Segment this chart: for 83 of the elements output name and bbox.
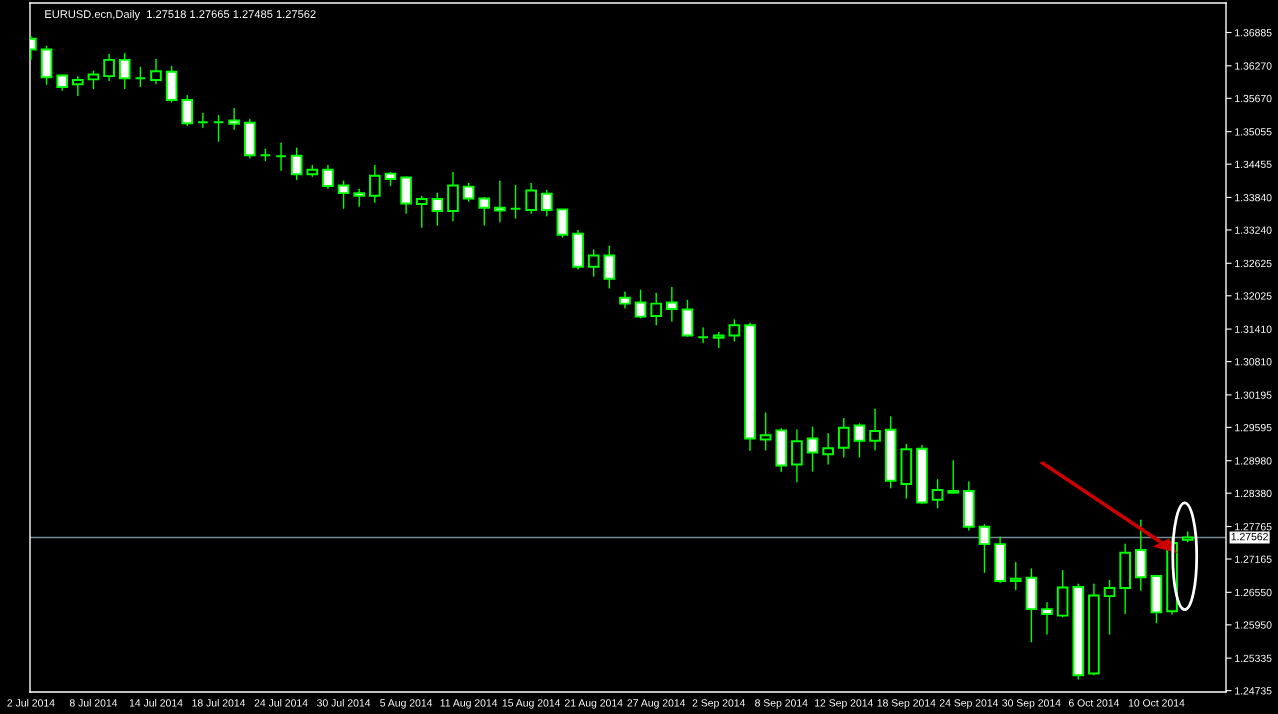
candlestick	[290, 147, 303, 181]
candlestick	[728, 319, 741, 342]
x-tick-label: 2 Jul 2014	[7, 698, 55, 707]
candlestick	[603, 245, 616, 289]
candlestick	[134, 66, 147, 88]
candlestick	[494, 180, 506, 223]
x-tick-label: 15 Aug 2014	[502, 699, 561, 709]
candlestick	[697, 327, 709, 344]
x-tick-label: 6 Oct 2014	[1068, 699, 1120, 707]
y-tick-label: 1.32625	[1235, 259, 1272, 268]
candlestick	[369, 164, 381, 204]
candlestick	[103, 53, 115, 82]
y-tick-label: 1.35055	[1235, 128, 1272, 136]
candlestick	[525, 182, 537, 214]
y-tick-label: 1.27165	[1235, 555, 1272, 563]
x-tick-label: 11 Aug 2014	[440, 699, 498, 709]
candlestick	[212, 114, 225, 142]
candlestick	[540, 189, 553, 217]
candlestick	[806, 426, 819, 472]
x-tick-label: 10 Oct 2014	[1128, 699, 1185, 707]
candlestick	[837, 417, 850, 458]
x-tick-label: 12 Sep 2014	[815, 699, 874, 709]
y-tick-label: 1.27765	[1235, 523, 1272, 531]
candlestick	[275, 142, 287, 172]
y-tick-label: 1.36270	[1235, 62, 1272, 70]
y-tick-label: 1.33840	[1235, 193, 1272, 202]
candlestick	[1009, 561, 1022, 591]
candlestick	[853, 423, 866, 458]
candlestick	[791, 429, 803, 483]
x-tick-label: 27 Aug 2014	[627, 699, 686, 709]
candlestick	[634, 289, 647, 319]
y-tick-label: 1.36885	[1235, 29, 1272, 37]
candlestick	[181, 94, 194, 127]
y-tick-label: 1.35670	[1235, 94, 1272, 103]
candlestick	[759, 412, 772, 451]
y-tick-label: 1.26550	[1235, 588, 1272, 597]
candlestick	[478, 196, 491, 226]
candlestick	[587, 249, 600, 277]
candlestick	[666, 286, 678, 322]
candlestick	[72, 75, 84, 97]
candlestick	[822, 432, 834, 465]
y-tick-label: 1.25335	[1235, 654, 1272, 663]
x-tick-label: 30 Jul 2014	[317, 698, 371, 707]
y-tick-label: 1.28980	[1235, 457, 1272, 465]
y-tick-label: 1.30195	[1235, 391, 1272, 399]
y-tick-label: 1.25950	[1235, 621, 1272, 629]
candlestick	[118, 52, 131, 90]
x-tick-label: 8 Jul 2014	[69, 698, 118, 707]
candlestick	[869, 408, 881, 451]
candlestick	[978, 523, 991, 573]
candlestick	[150, 58, 162, 85]
y-tick-label: 1.24735	[1235, 687, 1272, 695]
y-tick-label: 1.32025	[1235, 292, 1272, 300]
candlestick	[228, 107, 240, 130]
candlestick	[1103, 579, 1116, 635]
y-tick-label: 1.34455	[1235, 160, 1272, 169]
y-tick-label: 1.31410	[1235, 325, 1272, 333]
x-tick-label: 24 Sep 2014	[939, 699, 999, 709]
x-tick-label: 18 Sep 2014	[877, 699, 936, 709]
candlestick	[1041, 601, 1053, 635]
candlestick	[197, 112, 209, 129]
x-tick-label: 21 Aug 2014	[564, 699, 623, 709]
candlestick	[337, 180, 350, 209]
y-tick-label: 1.30810	[1235, 358, 1272, 366]
x-tick-label: 2 Sep 2014	[692, 699, 746, 709]
x-tick-label: 14 Jul 2014	[129, 698, 183, 707]
candlestick	[415, 195, 428, 228]
candlestick	[509, 184, 522, 219]
candlestick	[650, 292, 663, 326]
text: EURUSD.ecn,Daily 1.27518 1.27665 1.27485 1.27562	[45, 9, 316, 21]
x-tick-label: 30 Sep 2014	[1002, 699, 1061, 709]
y-tick-label: 1.28380	[1235, 489, 1272, 498]
y-tick-label: 1.33240	[1235, 226, 1272, 234]
candlestick	[931, 478, 944, 509]
y-tick-label: 1.29595	[1235, 423, 1272, 432]
x-tick-label: 18 Jul 2014	[192, 698, 246, 707]
candlestick	[322, 164, 334, 189]
candlestick	[947, 460, 960, 494]
x-tick-label: 24 Jul 2014	[254, 698, 308, 707]
x-tick-label: 8 Sep 2014	[755, 699, 808, 709]
ref-line-label: 1.27562	[1231, 532, 1268, 541]
x-tick-label: 5 Aug 2014	[380, 699, 433, 709]
candlestick	[431, 192, 444, 226]
